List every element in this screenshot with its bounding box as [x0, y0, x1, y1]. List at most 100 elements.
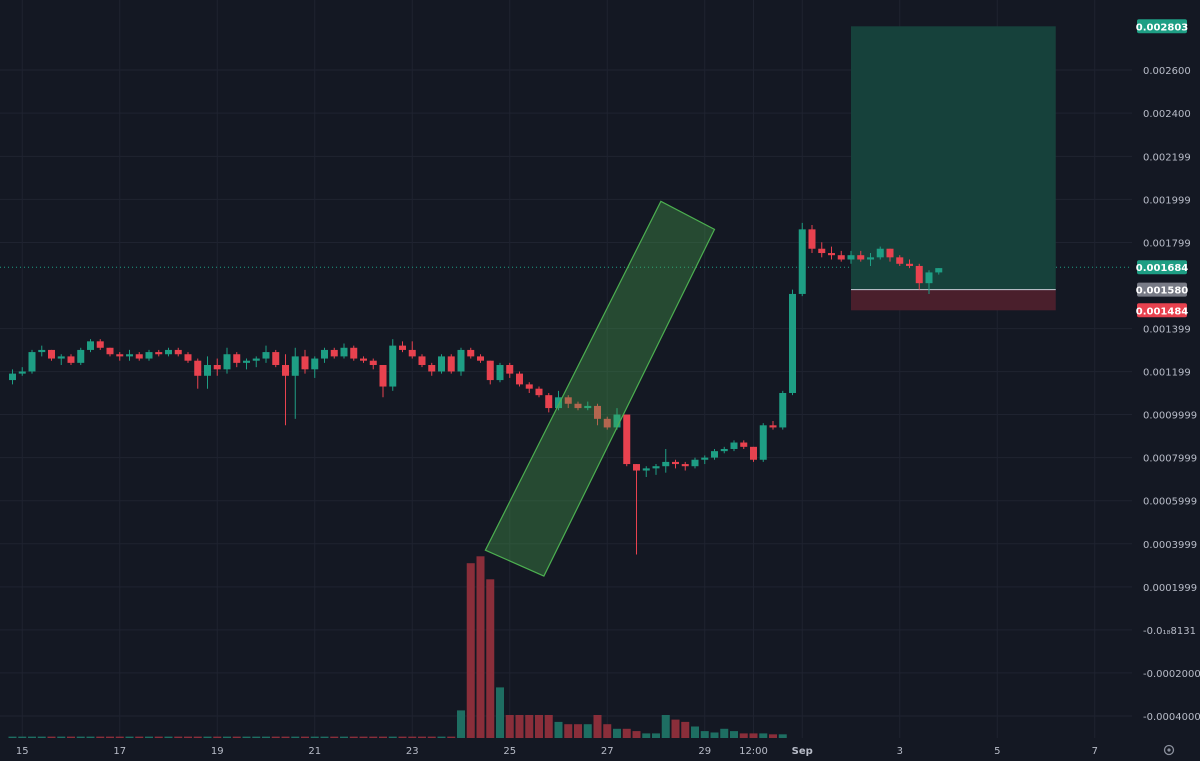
time-tick-label: 15 [16, 746, 29, 757]
candle-body [486, 360, 494, 381]
candle-body [867, 257, 874, 260]
candle-body [584, 405, 592, 409]
candle-body [613, 414, 621, 428]
candle [564, 395, 572, 409]
price-tick-label: 0.001399 [1143, 325, 1191, 336]
candle [252, 356, 260, 368]
volume-bar [710, 732, 719, 738]
volume-bar [574, 724, 582, 738]
volume-bar [486, 579, 495, 738]
candle [48, 349, 55, 361]
volume-bar [583, 724, 592, 738]
volume-bar [613, 728, 621, 738]
candle-body [213, 365, 221, 370]
candle [350, 345, 358, 361]
candle [691, 457, 699, 469]
candle-body [789, 293, 796, 393]
volume-bar [749, 733, 758, 738]
volume-bar [437, 736, 446, 738]
settings-gear-icon[interactable] [1163, 744, 1175, 756]
time-tick-label: 7 [1092, 746, 1098, 757]
candle-body [369, 360, 377, 366]
candle-body [681, 464, 689, 467]
volume-bar [730, 731, 738, 738]
candle [896, 255, 904, 266]
price-tick-label: 0.002600 [1143, 66, 1191, 77]
candle [574, 401, 582, 411]
price-tag-label: 0.001484 [1136, 306, 1189, 317]
time-axis[interactable]: 15 17 19 21 23 25 27 29 12:00 Sep 3 5 7 [16, 746, 1098, 757]
candle-body [408, 349, 416, 357]
target-zone [851, 26, 1056, 290]
volume-bar [535, 715, 543, 738]
candle [516, 371, 523, 387]
trend-channel[interactable] [484, 200, 716, 577]
candle [301, 349, 309, 374]
candle [789, 289, 796, 396]
candle [486, 360, 494, 385]
candle-body [321, 349, 328, 359]
price-axis[interactable]: 0.002600 0.002400 0.002199 0.001999 0.001799… [1143, 66, 1200, 723]
candle-body [672, 461, 679, 465]
candle-body [428, 365, 436, 372]
candle [496, 362, 504, 383]
price-tick-label: 0.001199 [1143, 368, 1191, 379]
candle [447, 354, 455, 374]
candle-body [252, 358, 260, 361]
candle-body [837, 255, 845, 260]
volume-bar [554, 721, 563, 738]
candle [730, 440, 738, 452]
price-tick-label: 0.0007999 [1143, 454, 1197, 465]
volume-bar [759, 733, 768, 738]
candle [594, 403, 601, 426]
candle-body [720, 448, 728, 452]
time-tick-label: 17 [113, 746, 126, 757]
price-tag-label: 0.002803 [1136, 22, 1189, 33]
candle-body [525, 384, 533, 389]
candle [262, 345, 270, 363]
price-tick-label: -0.0004000 [1143, 712, 1200, 723]
candle-body [857, 255, 865, 260]
price-tick-label: 0.0009999 [1143, 411, 1197, 422]
volume-bar [320, 736, 329, 738]
candle-body [915, 265, 923, 284]
candle [876, 246, 884, 260]
candle-body [301, 356, 309, 370]
candle-body [272, 352, 280, 366]
candle-body [360, 358, 367, 361]
volume-bar [447, 736, 456, 738]
candle [360, 356, 367, 363]
candle-body [759, 425, 767, 460]
candle [711, 448, 718, 460]
volume-bar [691, 726, 699, 738]
volume-bar [593, 715, 602, 738]
volume-bar [398, 736, 407, 738]
volume-bar [476, 556, 485, 738]
candle-body [135, 354, 143, 359]
candle-body [535, 388, 543, 396]
volume-bar [340, 736, 348, 738]
candle [555, 390, 562, 411]
volume-bar [301, 736, 309, 738]
price-tag-bg [1137, 19, 1187, 34]
candle-body [623, 414, 631, 465]
candle [808, 225, 816, 254]
candle [915, 263, 923, 290]
volume-bar [778, 734, 787, 738]
candle [759, 423, 767, 462]
candle-body [262, 352, 270, 359]
candle-body [194, 360, 202, 376]
candle-body [447, 356, 455, 372]
candle-body [48, 349, 55, 359]
price-tag-stop: 0.001484 [1136, 303, 1189, 318]
candle [321, 347, 328, 363]
candle [525, 382, 533, 393]
price-tags: 0.002803 0.001684 0.001580 0.001484 [1136, 19, 1189, 318]
candle [165, 347, 172, 357]
candle-body [165, 349, 172, 355]
candle-body [594, 405, 601, 419]
price-tick-label: -0.0₁₈8131 [1143, 626, 1196, 637]
long-position-tool[interactable] [851, 26, 1056, 311]
candle [613, 408, 621, 430]
